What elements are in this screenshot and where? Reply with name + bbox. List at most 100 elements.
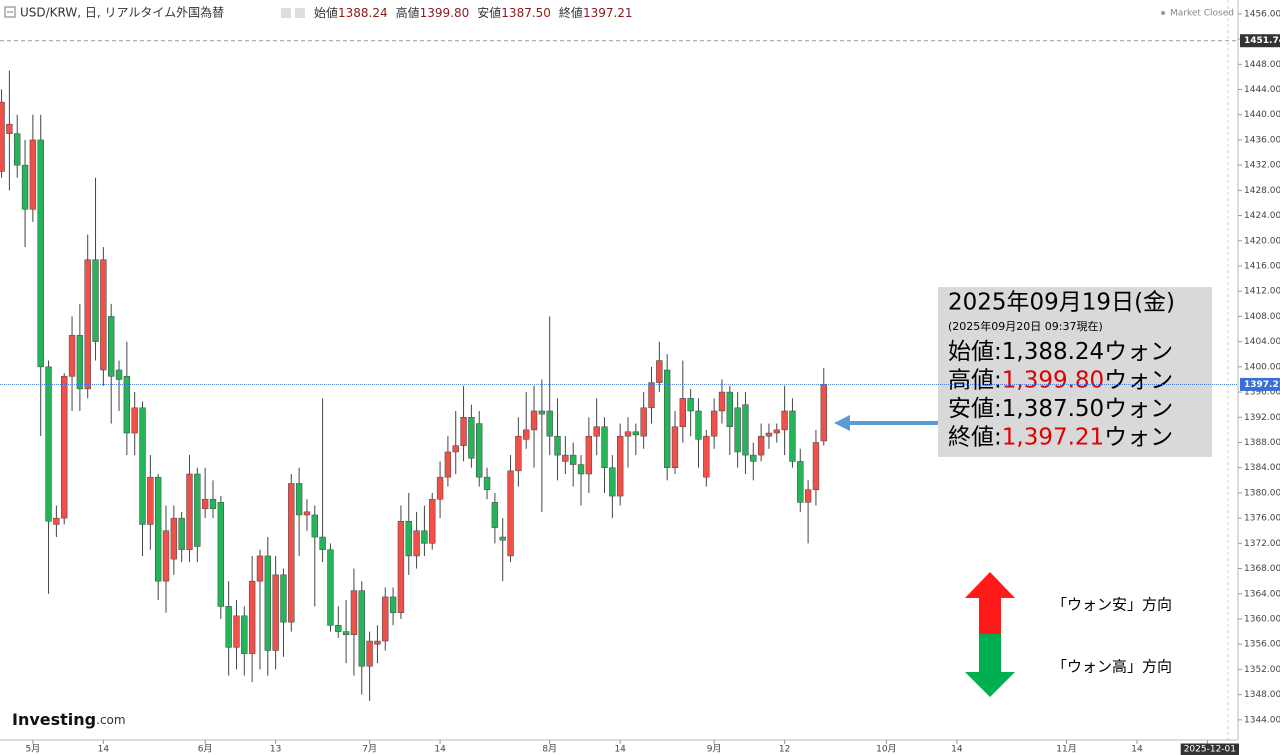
candle-body: [115, 369, 123, 380]
y-tick-label: 1420.00: [1244, 236, 1280, 246]
candle-body: [225, 606, 232, 648]
info-value: 1,399.80: [1002, 367, 1104, 393]
candle-body: [170, 517, 178, 560]
y-tick-label: 1388.00: [1244, 438, 1280, 448]
info-note: (2025年09月20日 09:37現在): [948, 319, 1103, 333]
candle-body: [397, 521, 405, 613]
header-ohlc: 始値1388.24 高値1399.80 安値1387.50 終値1397.21: [314, 5, 633, 20]
candle-body: [374, 640, 381, 645]
candle-body: [108, 316, 115, 377]
y-tick-label: 1424.00: [1244, 211, 1280, 221]
x-tick-label: 7月: [362, 744, 377, 755]
candle-body: [624, 431, 632, 437]
y-tick-label: 1356.00: [1244, 640, 1280, 650]
y-tick-label: 1364.00: [1244, 589, 1280, 599]
candle-body: [327, 549, 334, 626]
y-tick-label: 1432.00: [1244, 161, 1280, 171]
candle-body: [750, 454, 757, 462]
candle-body: [14, 133, 21, 166]
y-tick-label: 1412.00: [1244, 287, 1280, 297]
info-row: 終値:1,397.21ウォン: [948, 424, 1173, 450]
candle-body: [797, 461, 804, 503]
x-tick-label: 5月: [26, 744, 41, 755]
candle-body: [679, 398, 687, 427]
high-line-label: 1451.74: [1244, 36, 1280, 46]
candle-body: [616, 435, 624, 497]
candle-body: [523, 429, 530, 440]
x-tick-label: 14: [434, 745, 446, 755]
candle-body: [139, 407, 146, 525]
candle-body: [350, 590, 358, 635]
icon[interactable]: [295, 8, 305, 18]
candle-body: [656, 360, 663, 383]
y-tick-label: 1404.00: [1244, 337, 1280, 347]
candle-body: [100, 259, 107, 371]
candle-body: [765, 432, 773, 437]
x-tick-label: 11月: [1056, 744, 1076, 755]
candle-body: [515, 435, 522, 472]
ohlc-label: 安値: [477, 5, 501, 20]
candle-body: [319, 536, 326, 550]
candle-body: [405, 521, 412, 557]
candle-body: [194, 473, 201, 547]
info-label: 終値:: [948, 424, 1002, 450]
candle-body: [468, 417, 475, 459]
y-tick-label: 1396.00: [1244, 388, 1280, 398]
candle-body: [789, 410, 796, 462]
candle-body: [812, 442, 820, 491]
candle-body: [781, 410, 788, 431]
y-tick-label: 1408.00: [1244, 312, 1280, 322]
candle-body: [632, 431, 640, 436]
legend-up: 「ウォン安」方向: [1052, 596, 1172, 614]
candle-body: [804, 489, 812, 503]
y-tick-label: 1360.00: [1244, 614, 1280, 624]
x-tick-label: 14: [951, 745, 963, 755]
high-line-label-bg: [1240, 34, 1280, 48]
header-ohlc-text: 始値1388.24 高値1399.80 安値1387.50 終値1397.21: [314, 5, 633, 20]
candle-body: [577, 464, 585, 475]
candle-body: [217, 502, 225, 607]
candle-body: [61, 376, 68, 519]
y-tick-label: 1348.00: [1244, 690, 1280, 700]
y-tick-label: 1448.00: [1244, 60, 1280, 70]
down-arrow: [965, 634, 1015, 697]
y-tick-label: 1344.00: [1244, 715, 1280, 725]
candle-body: [421, 530, 428, 544]
candle-body: [21, 164, 29, 210]
candle-body: [773, 429, 780, 434]
candle-body: [429, 498, 436, 544]
collapse-icon[interactable]: [4, 6, 16, 18]
x-tick-label: 10月: [876, 744, 896, 755]
candle-body: [280, 574, 287, 623]
last-price-label: 1397.21: [1244, 380, 1280, 390]
logo-brand: Investing: [12, 710, 96, 729]
candle-body: [703, 435, 710, 478]
candle-body: [820, 384, 827, 442]
y-tick-label: 1400.00: [1244, 362, 1280, 372]
x-tick-label: 12: [779, 745, 790, 755]
icon[interactable]: [281, 8, 291, 18]
x-tick-label: 9月: [707, 744, 722, 755]
info-box: [938, 287, 1212, 457]
candle-body: [757, 435, 765, 456]
candle-body: [123, 376, 131, 434]
candle-body: [710, 410, 718, 437]
ohlc-label: 高値: [396, 5, 420, 20]
ohlc-value: 1399.80: [420, 6, 470, 20]
y-tick-label: 1376.00: [1244, 514, 1280, 524]
x-tick-label: 2025-12-01: [1184, 745, 1236, 755]
candle-body: [687, 398, 694, 412]
y-tick-label: 1372.00: [1244, 539, 1280, 549]
logo: Investing.com: [12, 710, 126, 729]
candle-body: [178, 517, 185, 550]
candle-body: [671, 426, 679, 468]
logo-suffix: .com: [96, 713, 125, 727]
candle-body: [358, 590, 365, 667]
up-arrow: [965, 572, 1015, 634]
candle-body: [499, 536, 506, 541]
y-tick-label: 1392.00: [1244, 413, 1280, 423]
candle-body: [288, 483, 295, 623]
ohlc-value: 1397.21: [583, 6, 633, 20]
info-unit: ウォン: [1104, 396, 1173, 422]
y-tick-label: 1380.00: [1244, 488, 1280, 498]
